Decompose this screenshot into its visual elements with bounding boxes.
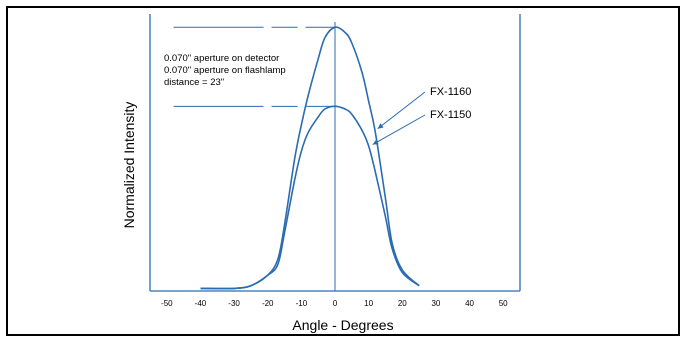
arrow-fx1160-head	[377, 123, 384, 129]
axes	[149, 14, 521, 292]
arrow-fx1150-head	[372, 139, 379, 145]
outer-frame	[6, 6, 680, 336]
x-tick-label: -40	[195, 299, 207, 308]
annotation-line: distance = 23"	[164, 77, 224, 88]
annotation-line: 0.070" aperture on flashlamp	[164, 65, 286, 76]
x-tick-label: 40	[465, 299, 474, 308]
x-axis-label: Angle - Degrees	[292, 317, 393, 333]
y-axis-label: Normalized Intensity	[121, 102, 137, 229]
x-tick-label: -20	[262, 299, 274, 308]
x-tick-label: -30	[228, 299, 240, 308]
series-line-fx1160	[200, 26, 420, 290]
x-tick-label: 0	[333, 299, 338, 308]
series-curves	[200, 26, 426, 290]
x-tick-label: 30	[431, 299, 440, 308]
x-tick-label: -10	[296, 299, 308, 308]
arrow-fx1150	[372, 114, 426, 145]
x-tick-label: 20	[398, 299, 407, 308]
x-tick-label: 10	[364, 299, 373, 308]
series-line-fx1150	[200, 105, 420, 290]
annotation-line: 0.070" aperture on detector	[164, 53, 279, 64]
x-tick-labels: -50 -40 -30 -20 -10 0 10 20 30 40 50	[161, 299, 508, 308]
arrow-fx1160	[377, 91, 426, 130]
x-tick-label: -50	[161, 299, 173, 308]
peak-guides	[173, 26, 335, 107]
x-tick-label: 50	[499, 299, 508, 308]
series-label-fx1160: FX-1160	[430, 86, 471, 98]
series-label-fx1150: FX-1150	[430, 109, 471, 121]
